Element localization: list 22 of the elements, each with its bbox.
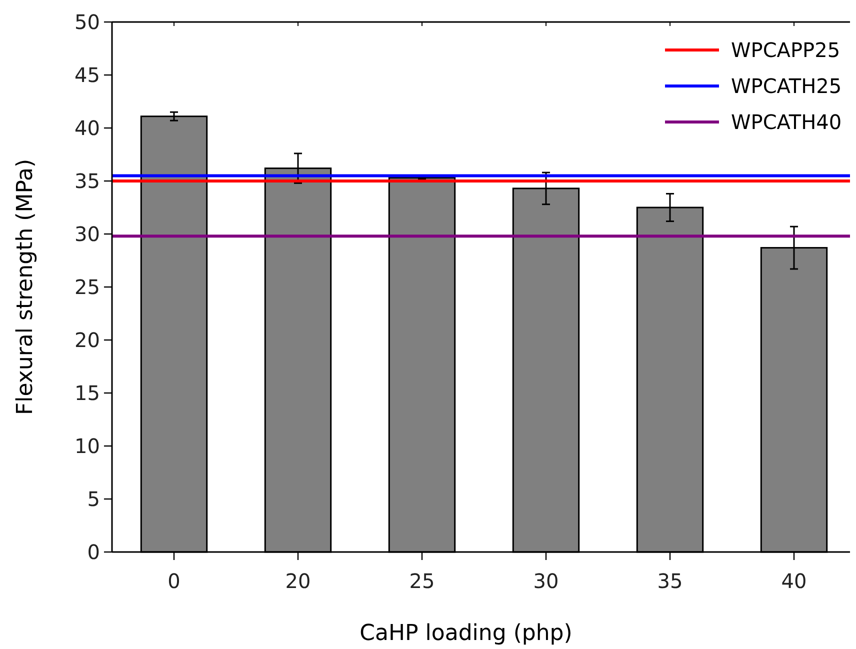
y-tick-label: 45 <box>74 63 100 87</box>
legend-label: WPCAPP25 <box>731 38 840 62</box>
x-tick-label: 20 <box>285 569 311 593</box>
legend-label: WPCATH25 <box>731 74 842 98</box>
legend-label: WPCATH40 <box>731 110 842 134</box>
y-tick-label: 25 <box>74 275 100 299</box>
x-tick-label: 30 <box>533 569 559 593</box>
y-tick-label: 20 <box>74 328 100 352</box>
x-tick-label: 0 <box>168 569 180 593</box>
y-tick-label: 0 <box>87 540 100 564</box>
y-tick-label: 10 <box>74 434 100 458</box>
x-tick-label: 40 <box>781 569 807 593</box>
y-tick-label: 40 <box>74 116 100 140</box>
y-tick-label: 50 <box>74 10 100 34</box>
x-axis-title: CaHP loading (php) <box>360 621 572 646</box>
y-tick-label: 5 <box>87 487 100 511</box>
y-axis-title: Flexural strength (MPa) <box>13 158 38 416</box>
x-tick-label: 25 <box>409 569 435 593</box>
y-tick-label: 35 <box>74 169 100 193</box>
y-tick-label: 15 <box>74 381 100 405</box>
y-tick-label: 30 <box>74 222 100 246</box>
x-tick-label: 35 <box>657 569 683 593</box>
